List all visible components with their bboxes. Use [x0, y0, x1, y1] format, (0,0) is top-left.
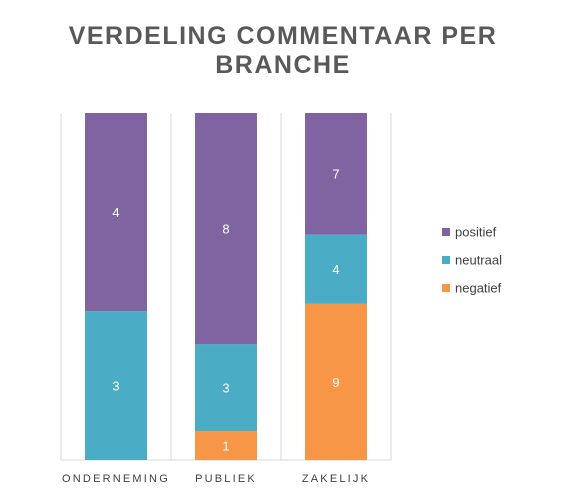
data-label: 3 [112, 379, 119, 394]
legend-label-neutraal: neutraal [455, 253, 502, 268]
bar-stacks [85, 113, 367, 460]
legend-swatch-positief [442, 228, 450, 236]
bar-segment-neutraal [85, 311, 147, 460]
bar-segment-neutraal [305, 234, 367, 304]
bar-segment-negatief [305, 303, 367, 460]
category-label: ONDERNEMING [62, 473, 170, 485]
data-label: 3 [222, 381, 229, 396]
data-label: 9 [332, 375, 339, 390]
bar-segment-negatief [195, 431, 257, 460]
legend-swatch-negatief [442, 284, 450, 292]
category-label: ZAKELIJK [302, 473, 370, 485]
data-label: 1 [222, 439, 229, 454]
legend-swatch-neutraal [442, 256, 450, 264]
data-label: 8 [222, 222, 229, 237]
data-label: 7 [332, 167, 339, 182]
bar-segment-positief [195, 113, 257, 345]
chart-title: VERDELING COMMENTAAR PER BRANCHE [68, 22, 498, 79]
data-labels: 3 4 1 3 8 9 4 7 [112, 167, 339, 454]
data-label: 4 [112, 205, 119, 220]
legend-label-positief: positief [455, 225, 497, 240]
bar-segment-positief [305, 113, 367, 235]
bar-segment-positief [85, 113, 147, 312]
legend: positief neutraal negatief [442, 225, 502, 296]
bar-segment-neutraal [195, 344, 257, 432]
category-axis-labels: ONDERNEMING PUBLIEK ZAKELIJK [62, 473, 370, 485]
legend-label-negatief: negatief [455, 281, 502, 296]
data-label: 4 [332, 262, 339, 277]
category-label: PUBLIEK [195, 473, 257, 485]
